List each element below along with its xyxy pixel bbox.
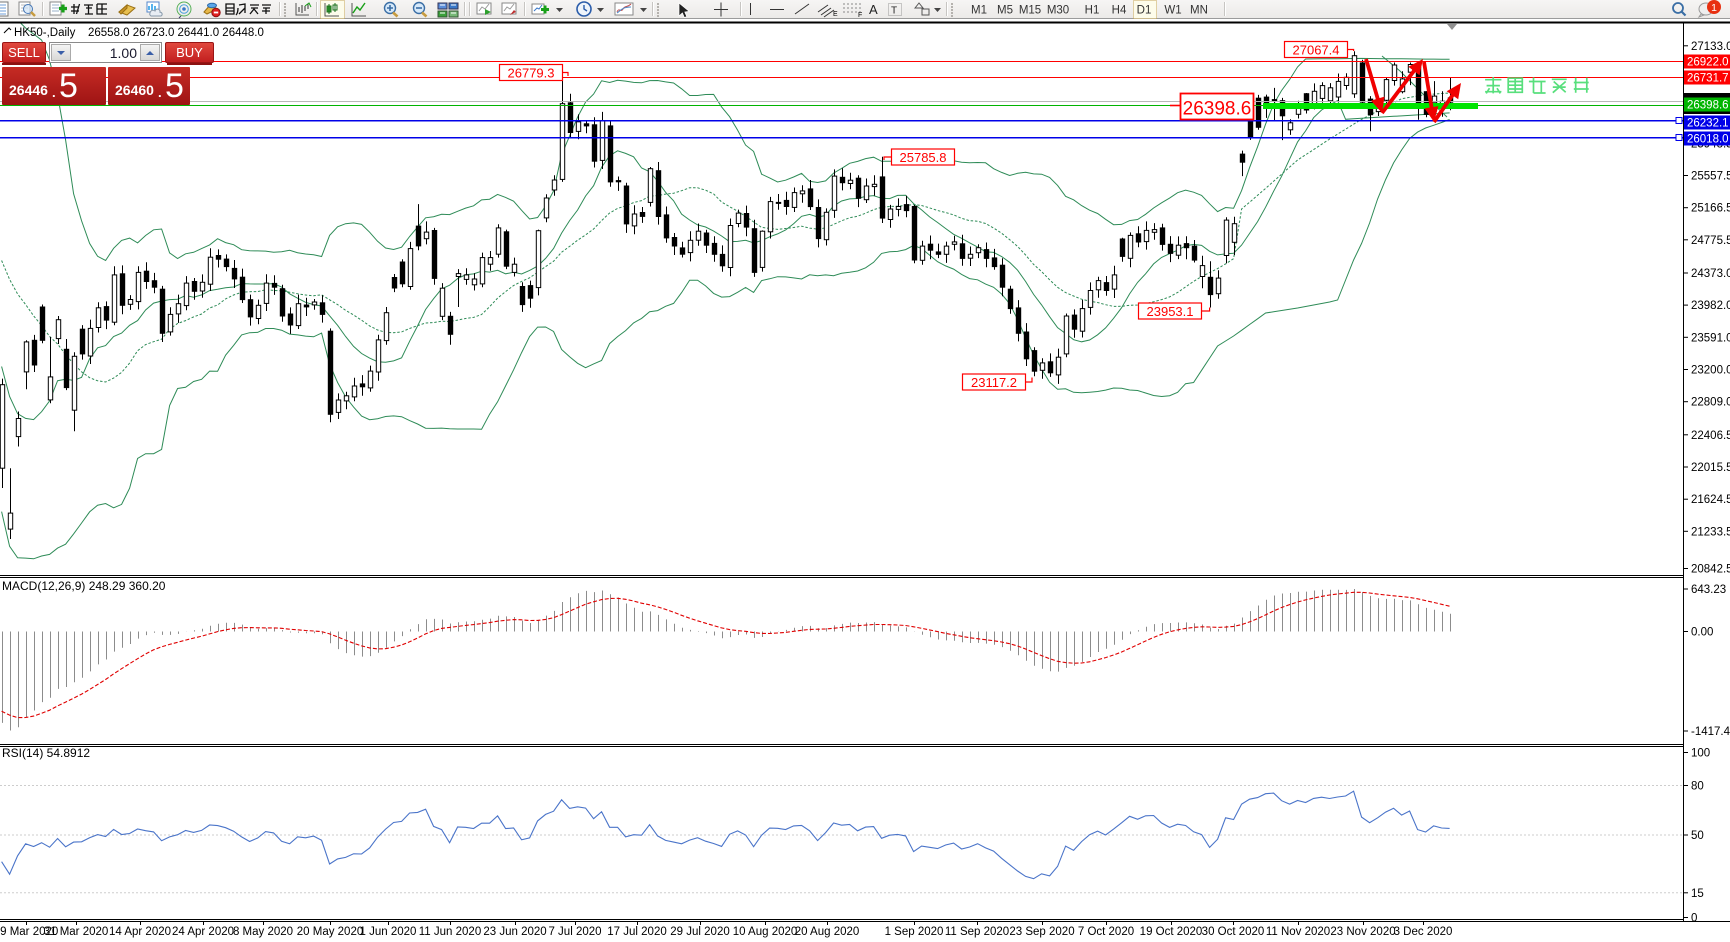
svg-text:MN: MN	[1190, 5, 1208, 17]
svg-text:1 Jun 2020: 1 Jun 2020	[360, 926, 417, 938]
svg-text:20 May 2020: 20 May 2020	[297, 926, 364, 938]
svg-text:MACD(12,26,9) 248.29 360.20: MACD(12,26,9) 248.29 360.20	[2, 579, 166, 593]
svg-text:-1417.44: -1417.44	[1691, 726, 1730, 738]
svg-text:H1: H1	[1085, 5, 1100, 17]
svg-text:15: 15	[1691, 888, 1704, 900]
svg-text:17 Jul 2020: 17 Jul 2020	[607, 926, 666, 938]
svg-text:14 Apr 2020: 14 Apr 2020	[109, 926, 171, 938]
svg-text:29 Jul 2020: 29 Jul 2020	[670, 926, 729, 938]
svg-text:A: A	[869, 2, 878, 17]
svg-text:23591.0: 23591.0	[1691, 332, 1730, 344]
svg-text:RSI(14) 54.8912: RSI(14) 54.8912	[2, 746, 90, 760]
svg-text:25166.5: 25166.5	[1691, 203, 1730, 215]
svg-text:26731.7: 26731.7	[1687, 73, 1729, 85]
svg-text:8 May 2020: 8 May 2020	[233, 926, 293, 938]
svg-text:26558.0 26723.0 26441.0 26448.: 26558.0 26723.0 26441.0 26448.0	[88, 27, 264, 39]
svg-text:24775.5: 24775.5	[1691, 235, 1730, 247]
svg-text:7 Oct 2020: 7 Oct 2020	[1078, 926, 1134, 938]
svg-text:11 Jun 2020: 11 Jun 2020	[419, 926, 481, 938]
svg-text:1: 1	[1711, 2, 1717, 14]
svg-text:27133.0: 27133.0	[1691, 41, 1730, 53]
svg-text:M5: M5	[997, 5, 1013, 17]
svg-text:19 Mar 2020: 19 Mar 2020	[0, 926, 58, 938]
svg-text:21233.5: 21233.5	[1691, 526, 1730, 538]
svg-text:0.00: 0.00	[1691, 627, 1713, 639]
svg-text:25557.5: 25557.5	[1691, 171, 1730, 183]
svg-text:W1: W1	[1164, 5, 1181, 17]
svg-text:3 Dec 2020: 3 Dec 2020	[1394, 926, 1453, 938]
svg-text:23982.0: 23982.0	[1691, 300, 1730, 312]
svg-text:20842.5: 20842.5	[1691, 564, 1730, 576]
svg-text:11 Sep 2020: 11 Sep 2020	[945, 926, 1009, 938]
svg-text:100: 100	[1691, 748, 1710, 760]
svg-text:25785.8: 25785.8	[900, 150, 947, 165]
svg-text:19 Oct 2020: 19 Oct 2020	[1140, 926, 1203, 938]
svg-text:22809.0: 22809.0	[1691, 397, 1730, 409]
svg-text:23200.0: 23200.0	[1691, 365, 1730, 377]
svg-text:22406.5: 22406.5	[1691, 430, 1730, 442]
svg-text:E: E	[833, 11, 838, 18]
svg-text:50: 50	[1691, 830, 1704, 842]
svg-text:20 Aug 2020: 20 Aug 2020	[795, 926, 860, 938]
svg-text:0: 0	[1691, 913, 1697, 925]
svg-text:23 Sep 2020: 23 Sep 2020	[1009, 926, 1074, 938]
svg-text:80: 80	[1691, 781, 1704, 793]
svg-text:26398.6: 26398.6	[1687, 100, 1729, 112]
svg-text:M15: M15	[1019, 5, 1041, 17]
svg-text:31 Mar 2020: 31 Mar 2020	[44, 926, 109, 938]
svg-text:D1: D1	[1137, 5, 1152, 17]
svg-text:23953.1: 23953.1	[1147, 304, 1194, 319]
svg-text:24373.0: 24373.0	[1691, 268, 1730, 280]
svg-text:23 Nov 2020: 23 Nov 2020	[1330, 926, 1395, 938]
svg-text:T: T	[891, 6, 897, 17]
svg-text:26398.6: 26398.6	[1183, 99, 1252, 120]
svg-text:27067.4: 27067.4	[1293, 43, 1340, 58]
svg-text:H4: H4	[1112, 5, 1127, 17]
svg-text:23117.2: 23117.2	[971, 375, 1017, 390]
svg-text:26018.0: 26018.0	[1687, 134, 1729, 146]
svg-text:M30: M30	[1047, 5, 1069, 17]
svg-text:HK50-,Daily: HK50-,Daily	[14, 27, 76, 39]
svg-text:24 Apr 2020: 24 Apr 2020	[172, 926, 234, 938]
svg-text:7 Jul 2020: 7 Jul 2020	[548, 926, 601, 938]
svg-text:643.23: 643.23	[1691, 584, 1726, 596]
svg-text:11 Nov 2020: 11 Nov 2020	[1266, 926, 1330, 938]
svg-text:23 Jun 2020: 23 Jun 2020	[483, 926, 546, 938]
svg-text:M1: M1	[971, 5, 987, 17]
svg-text:10 Aug 2020: 10 Aug 2020	[733, 926, 798, 938]
svg-text:26232.1: 26232.1	[1687, 118, 1729, 130]
svg-text:30 Oct 2020: 30 Oct 2020	[1202, 926, 1265, 938]
svg-text:1 Sep 2020: 1 Sep 2020	[885, 926, 944, 938]
svg-text:F: F	[858, 12, 862, 19]
svg-text:21624.5: 21624.5	[1691, 494, 1730, 506]
svg-text:22015.5: 22015.5	[1691, 462, 1730, 474]
svg-text:26779.3: 26779.3	[508, 66, 555, 81]
svg-text:26922.0: 26922.0	[1687, 57, 1729, 69]
